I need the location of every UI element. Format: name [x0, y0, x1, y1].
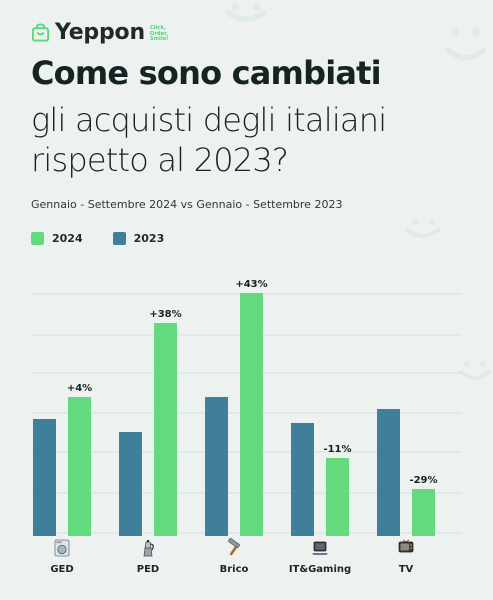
- category-label: GED: [50, 564, 73, 575]
- chart-value-labels: +4% +38% +43% -11% -29%: [67, 279, 438, 486]
- legend-swatch-2024: [31, 232, 44, 245]
- tv-icon: [398, 539, 414, 553]
- laptop-base: [312, 553, 328, 555]
- bar-value-label: +38%: [149, 309, 181, 320]
- category-label: TV: [399, 564, 414, 575]
- chart-category-icons: [54, 538, 414, 557]
- headline-line-3: rispetto al 2023?: [31, 141, 289, 179]
- bar-2023-PED: [119, 432, 142, 536]
- washing-machine-panel: [56, 541, 62, 544]
- coffee-maker-handle: [150, 543, 154, 551]
- category-label: PED: [137, 564, 159, 575]
- headline-line-1: Come sono cambiati: [31, 54, 382, 92]
- chart-category-labels: GED PED Brico IT&Gaming TV: [50, 564, 413, 575]
- bar-2023-GED: [33, 419, 56, 536]
- chart-legend: 2024 2023: [31, 232, 164, 245]
- brand-tagline-line-1: Click, Order,: [149, 24, 168, 37]
- bar-2024-GED: [68, 397, 91, 536]
- legend-item-2024: 2024: [31, 232, 83, 245]
- coffee-maker-icon: [143, 540, 154, 557]
- category-label: Brico: [220, 564, 249, 575]
- smiley-decoration-icon: [459, 361, 491, 380]
- bar-value-label: -29%: [409, 475, 437, 486]
- hammer-icon: [228, 538, 240, 556]
- tv-knob: [410, 544, 412, 546]
- smiley-decoration-icon: [445, 28, 487, 61]
- category-label: IT&Gaming: [289, 564, 351, 575]
- bar-2023-TV: [377, 409, 400, 536]
- brand-tagline-line-2: Smile!: [149, 36, 169, 43]
- chart-bars: [33, 293, 435, 536]
- headline-line-2: gli acquisti degli italiani: [31, 101, 387, 139]
- bar-2023-IT&Gaming: [291, 423, 314, 536]
- bar-2024-Brico: [240, 293, 263, 536]
- bar-2024-TV: [412, 489, 435, 536]
- tv-screen: [400, 543, 409, 551]
- bar-value-label: -11%: [323, 444, 351, 455]
- bar-2023-Brico: [205, 397, 228, 536]
- legend-label-2023: 2023: [133, 232, 165, 245]
- laptop-icon: [312, 541, 328, 555]
- tv-antenna: [402, 539, 410, 543]
- shopping-bag-icon: [31, 23, 50, 42]
- period-subtitle: Gennaio - Settembre 2024 vs Gennaio - Se…: [31, 198, 343, 211]
- bar-value-label: +43%: [235, 279, 267, 290]
- hammer-head: [228, 538, 240, 548]
- smiley-decoration-icon: [406, 219, 440, 238]
- tv-knob: [410, 547, 412, 549]
- brand-name: Yeppon: [55, 20, 145, 45]
- laptop-display: [315, 543, 325, 550]
- legend-label-2024: 2024: [52, 232, 83, 245]
- coffee-maker-knob: [147, 540, 149, 542]
- legend-swatch-2023: [112, 232, 126, 245]
- legend-item-2023: 2023: [112, 232, 165, 245]
- hammer-handle: [229, 544, 239, 556]
- washing-machine-icon: [54, 539, 70, 557]
- brand-tagline: Click, Order, Smile!: [149, 24, 176, 44]
- bar-value-label: +4%: [67, 383, 92, 394]
- washing-machine-door: [57, 544, 67, 555]
- bar-2024-IT&Gaming: [326, 458, 349, 536]
- bar-2024-PED: [154, 323, 177, 536]
- brand-logo: Yeppon Click, Order, Smile!: [31, 22, 176, 44]
- coffee-maker-base: [143, 547, 153, 557]
- coffee-maker-top: [144, 541, 152, 549]
- smiley-decoration-icon: [225, 3, 267, 22]
